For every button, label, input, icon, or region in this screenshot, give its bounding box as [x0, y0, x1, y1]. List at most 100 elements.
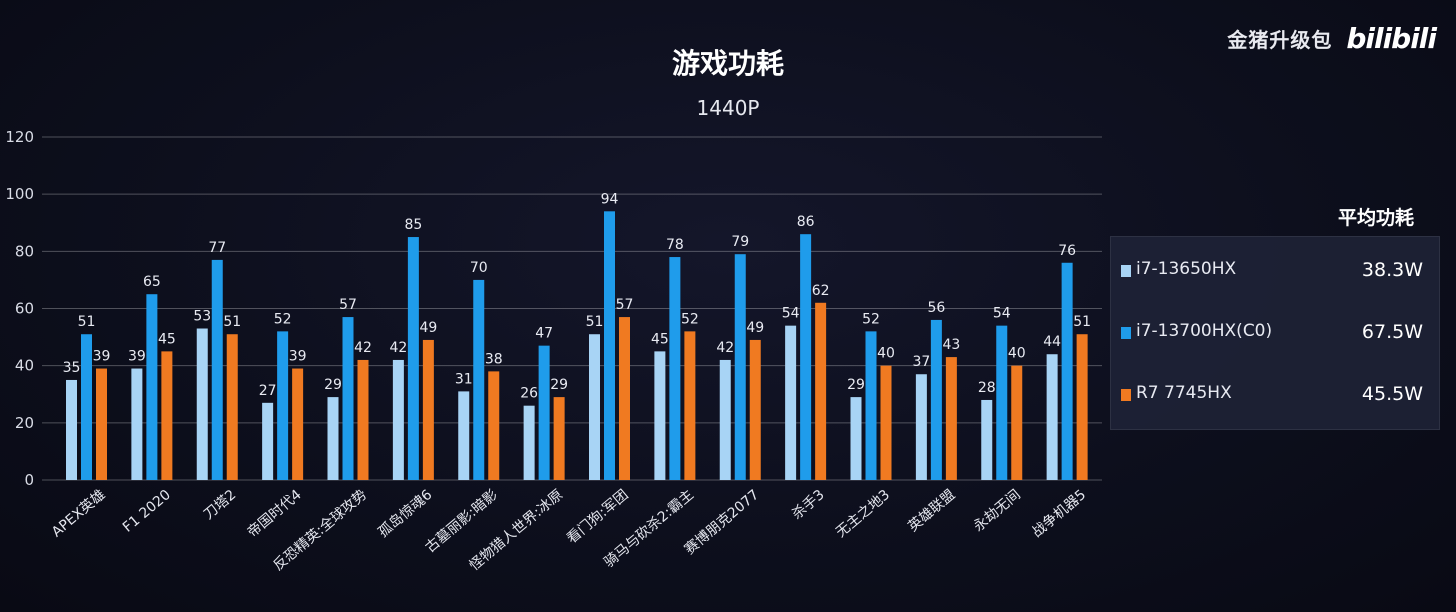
data-label: 38	[485, 351, 503, 367]
bar	[392, 359, 404, 480]
x-tick-label: F1 2020	[120, 487, 174, 536]
bar	[1046, 354, 1058, 480]
bar	[589, 334, 600, 480]
legend-name: R7 7745HX	[1136, 383, 1232, 403]
bar	[211, 259, 223, 480]
y-tick-label: 80	[15, 242, 34, 260]
data-label: 77	[208, 240, 226, 256]
x-tick-label: 战争机器5	[1029, 487, 1089, 541]
bar	[880, 365, 892, 480]
data-label: 40	[877, 346, 895, 362]
legend-name: i7-13650HX	[1136, 259, 1237, 279]
bar	[458, 391, 470, 480]
legend-value: 45.5W	[1361, 383, 1423, 405]
data-label: 39	[128, 349, 146, 365]
data-label: 56	[927, 300, 945, 316]
bar	[277, 331, 289, 480]
data-label: 26	[520, 386, 538, 402]
bar	[538, 345, 550, 480]
x-tick-label: 杀手3	[789, 487, 828, 523]
brand-text: 金猪升级包	[1227, 28, 1333, 52]
legend-item-r7-7745hx: R7 7745HX 45.5W	[1111, 375, 1439, 415]
data-label: 51	[586, 314, 604, 330]
bar	[785, 325, 797, 480]
x-tick-label: 刀塔2	[201, 487, 240, 523]
bar	[262, 402, 274, 480]
data-label: 65	[143, 274, 161, 290]
y-tick-label: 60	[15, 300, 34, 318]
data-label: 31	[455, 371, 473, 387]
data-label: 49	[419, 320, 437, 336]
bar	[327, 397, 339, 480]
data-label: 45	[158, 331, 176, 347]
bar	[945, 357, 957, 480]
bar	[619, 317, 630, 480]
y-tick-label: 0	[24, 471, 34, 489]
bar	[654, 351, 666, 480]
bar	[81, 334, 92, 480]
bar	[131, 368, 143, 480]
data-label: 53	[193, 309, 211, 325]
data-label: 57	[616, 297, 634, 313]
x-tick-label: APEX英雄	[48, 486, 108, 540]
data-label: 86	[797, 214, 815, 230]
bar	[407, 237, 419, 480]
data-label: 94	[601, 191, 619, 207]
legend-swatch	[1121, 327, 1131, 339]
y-tick-label: 40	[15, 357, 34, 375]
bar	[196, 328, 208, 480]
x-tick-label: 永劫无间	[971, 487, 1024, 535]
bar	[996, 325, 1008, 480]
bar	[1076, 334, 1088, 480]
data-label: 57	[339, 297, 357, 313]
data-label: 49	[746, 320, 764, 336]
data-label: 79	[731, 234, 749, 250]
data-label: 44	[1043, 334, 1061, 350]
bar	[523, 405, 535, 480]
bar	[553, 397, 565, 480]
bar	[815, 302, 827, 480]
legend: i7-13650HX 38.3W i7-13700HX(C0) 67.5W R7…	[1110, 236, 1440, 430]
y-tick-label: 120	[5, 128, 34, 146]
data-label: 43	[942, 337, 960, 353]
bar	[422, 339, 434, 480]
data-label: 70	[470, 260, 488, 276]
bar	[226, 334, 238, 480]
bar	[749, 339, 761, 480]
chart-title: 游戏功耗	[671, 47, 784, 80]
data-label: 85	[404, 217, 422, 233]
y-tick-label: 20	[15, 414, 34, 432]
brand: 金猪升级包 bilibili	[1227, 22, 1437, 55]
data-label: 51	[78, 314, 96, 330]
bar	[719, 359, 731, 480]
legend-item-i7-13650hx: i7-13650HX 38.3W	[1111, 251, 1439, 291]
data-label: 29	[550, 377, 568, 393]
data-label: 52	[862, 311, 880, 327]
data-label: 45	[651, 331, 669, 347]
bar	[66, 379, 77, 480]
bar	[342, 317, 354, 480]
bar	[930, 319, 942, 480]
bar	[800, 234, 812, 480]
data-label: 51	[223, 314, 241, 330]
bar	[1011, 365, 1023, 480]
data-label: 54	[782, 306, 800, 322]
data-label: 28	[978, 380, 996, 396]
legend-heading: 平均功耗	[1338, 207, 1415, 229]
data-label: 39	[289, 349, 307, 365]
bar	[292, 368, 304, 480]
x-tick-label: 无主之地3	[833, 487, 893, 541]
data-label: 29	[847, 377, 865, 393]
bar	[684, 331, 696, 480]
legend-name: i7-13700HX(C0)	[1136, 321, 1273, 341]
bar	[915, 374, 927, 480]
bilibili-logo: bilibili	[1346, 22, 1437, 55]
bar	[734, 254, 746, 480]
bar	[604, 211, 615, 481]
bar	[488, 371, 500, 480]
bar	[1061, 262, 1073, 480]
y-tick-label: 100	[5, 185, 34, 203]
data-label: 37	[912, 354, 930, 370]
bar	[96, 368, 107, 480]
